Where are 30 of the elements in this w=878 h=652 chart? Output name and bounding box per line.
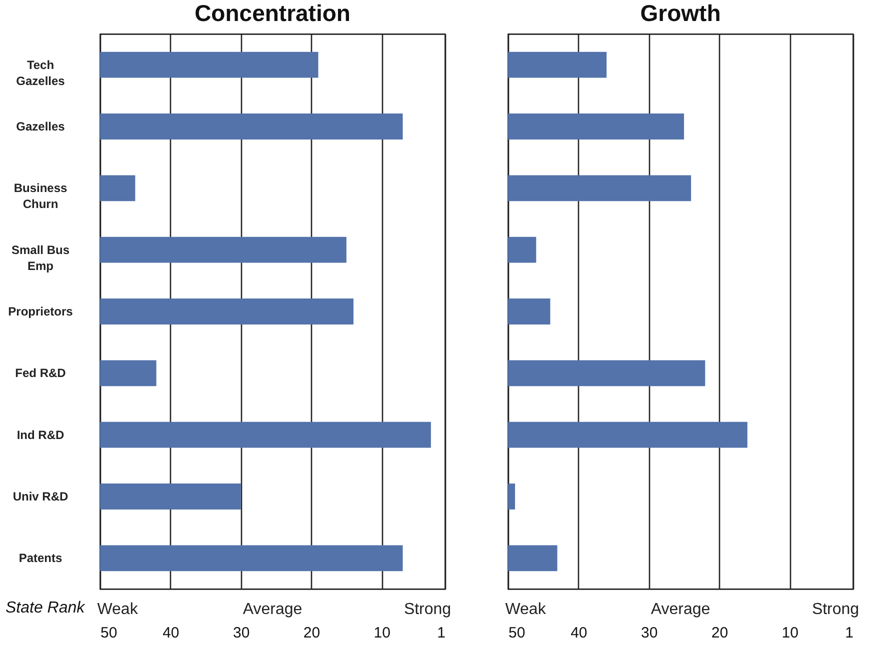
x-tick-label: 1	[437, 624, 446, 642]
x-axis-title: State Rank	[6, 600, 86, 616]
text: Average	[650, 601, 710, 618]
x-tick-label: 30	[232, 624, 250, 642]
y-tick-label: Tech Gazelles	[16, 58, 66, 88]
text: Weak	[505, 601, 547, 618]
x-tick-label: 10	[782, 624, 798, 642]
x-tick-label: 20	[303, 624, 320, 642]
chart-title: Concentration	[194, 0, 350, 26]
y-tick-label: Small Bus Emp	[11, 242, 70, 273]
text: Strong	[812, 601, 860, 618]
chart-title: Growth	[640, 0, 721, 26]
x-tick-label: 20	[711, 624, 728, 642]
x-tick-label: 50	[508, 624, 526, 642]
y-tick-label: Patents	[18, 551, 62, 566]
text: Strong	[404, 601, 452, 618]
y-tick-label: Business Churn	[14, 181, 68, 212]
y-tick-label: Gazelles	[16, 120, 66, 134]
y-tick-label: Proprietors	[8, 304, 74, 318]
x-tick-label: 40	[570, 624, 588, 642]
x-tick-label: 50	[100, 624, 118, 642]
x-tick-label: 1	[845, 624, 854, 642]
text: Average	[242, 601, 302, 618]
x-tick-label: 30	[640, 624, 658, 642]
text: Weak	[97, 601, 139, 618]
x-tick-label: 40	[162, 624, 180, 642]
y-tick-label: Fed R&D	[15, 366, 66, 380]
y-tick-label: Ind R&D	[16, 428, 64, 442]
y-tick-label: Univ R&D	[12, 490, 68, 504]
x-tick-label: 10	[374, 624, 390, 642]
